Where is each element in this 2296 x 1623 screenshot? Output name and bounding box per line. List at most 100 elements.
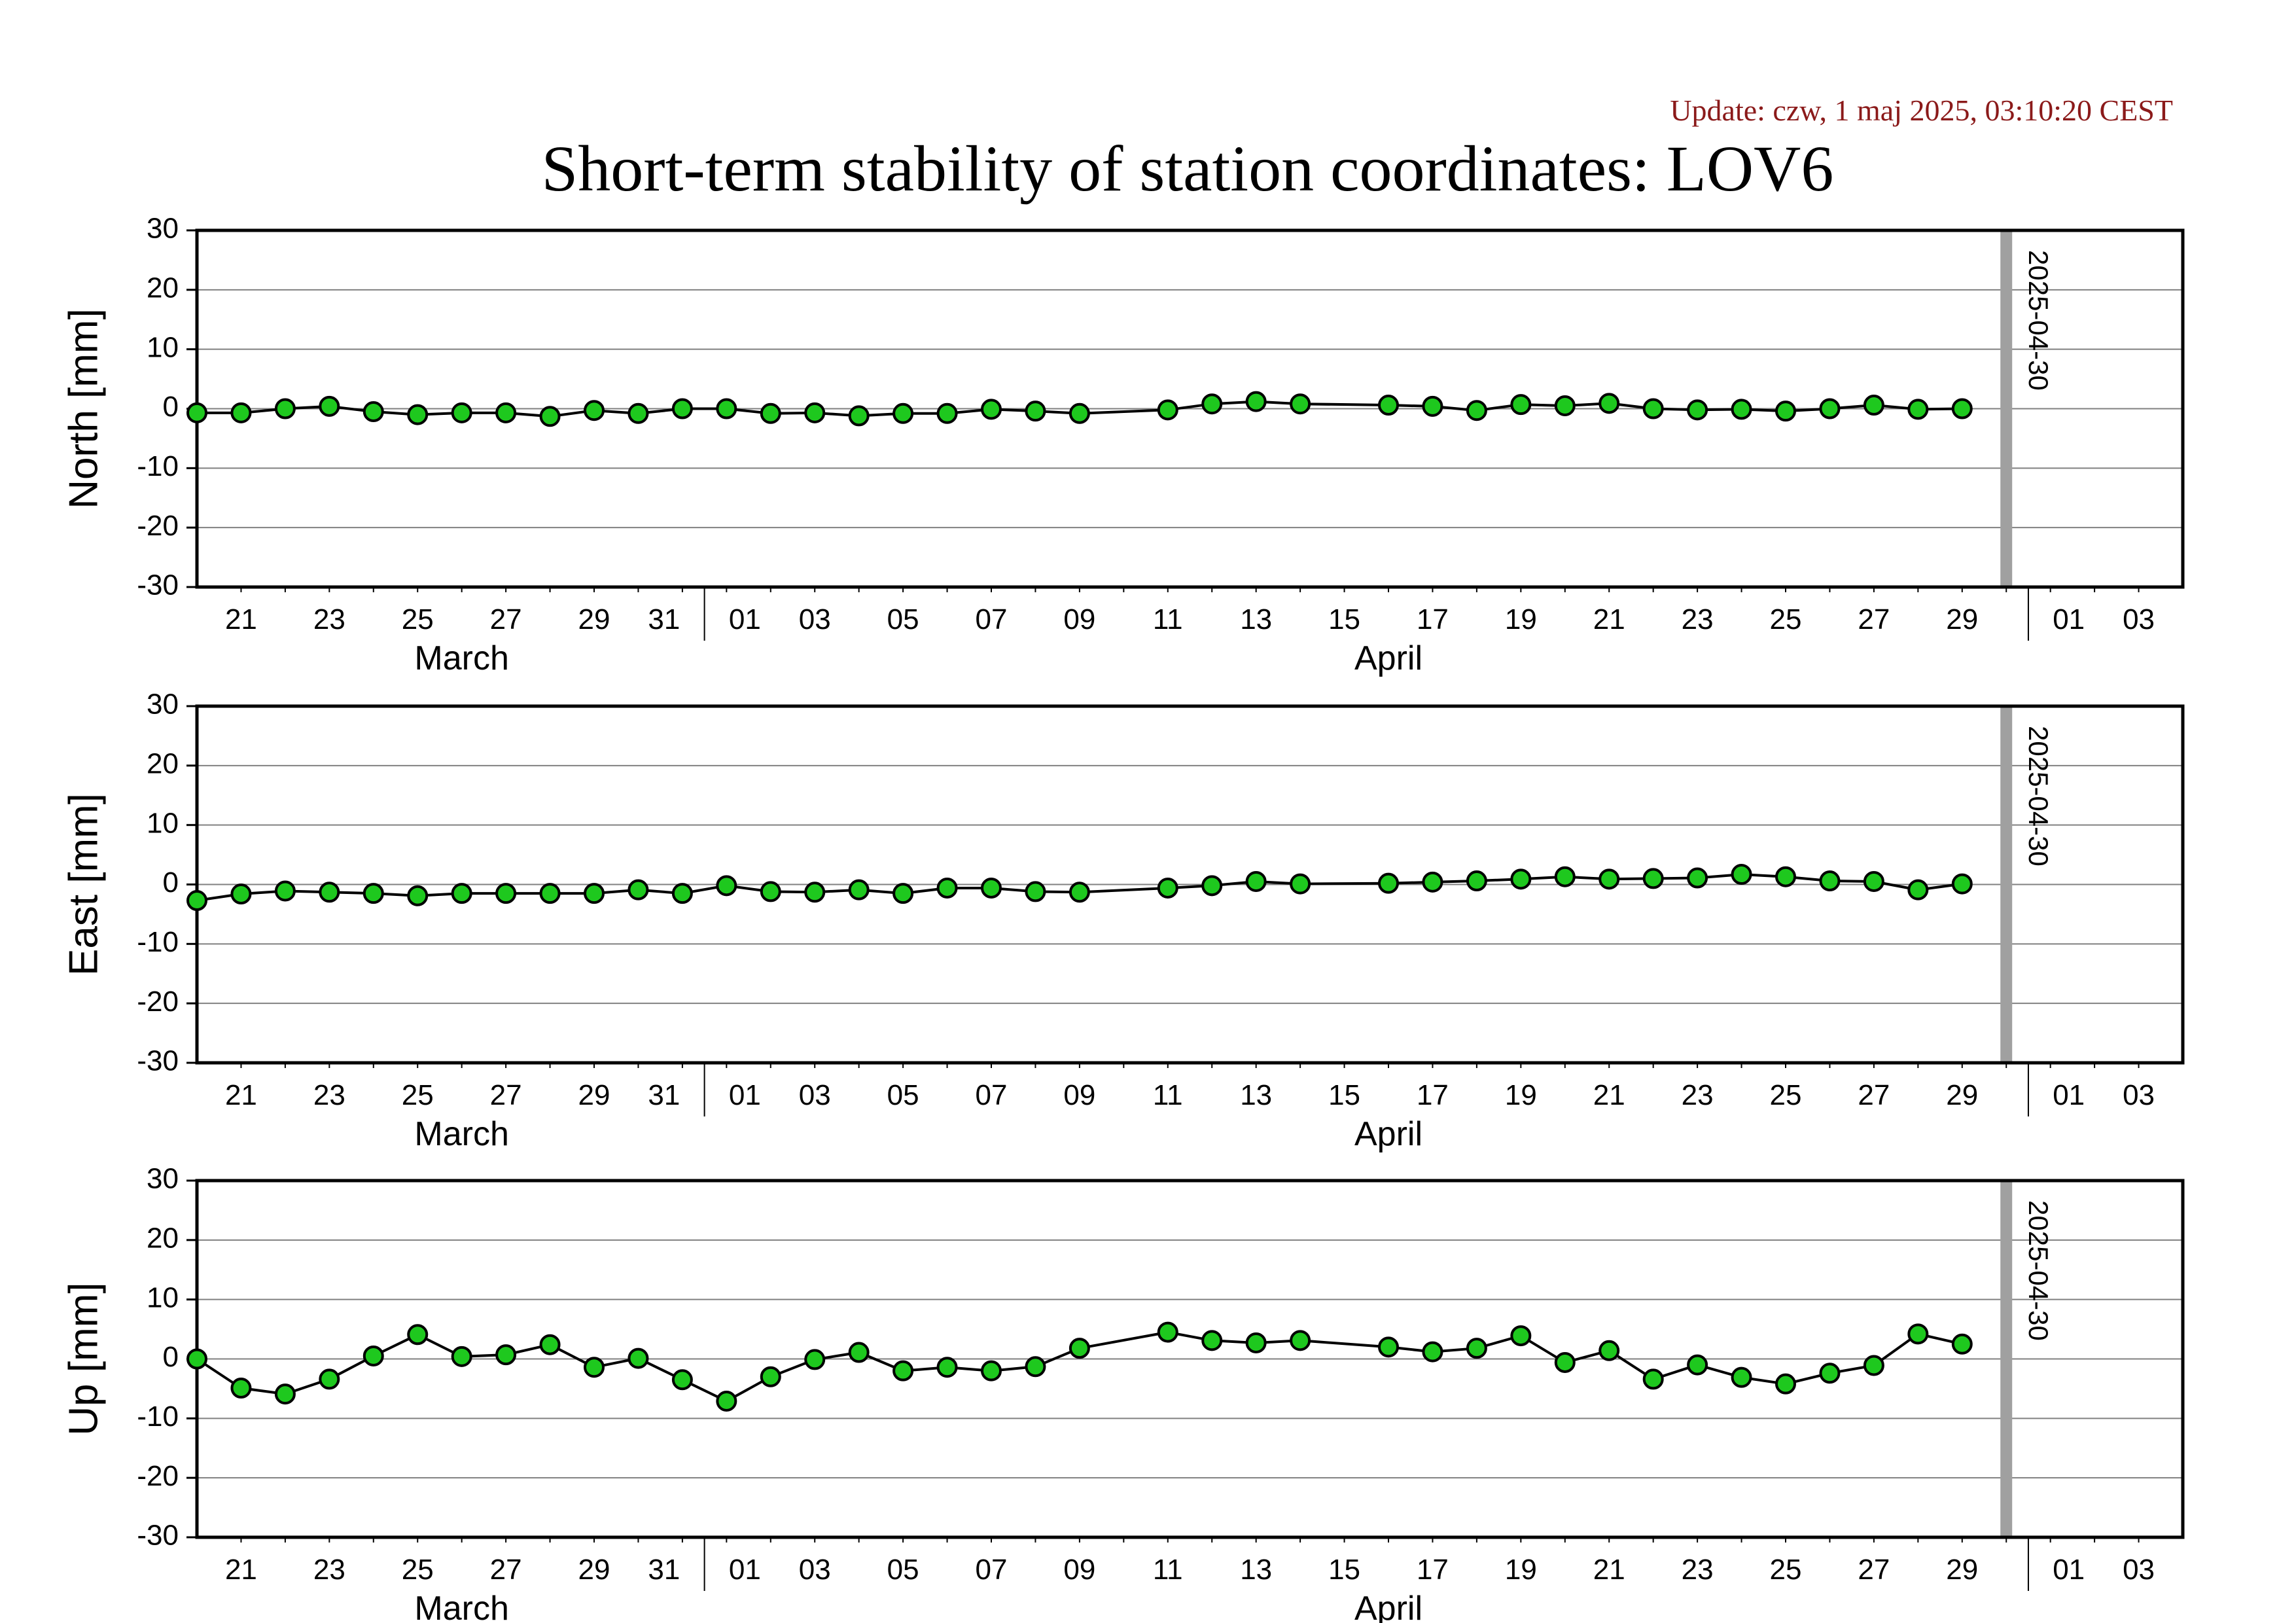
x-tick-label: 25 [402, 1079, 434, 1111]
panel-east: 2025-04-30 30 20 10 0 -10 -20 -30 East [mm] 21 23 2… [61, 688, 2185, 1153]
x-tick-label: 21 [225, 1554, 257, 1586]
x-tick-label: 21 [225, 1079, 257, 1111]
data-point [671, 883, 693, 904]
data-point [1378, 872, 1399, 894]
current-date-label: 2025-04-30 [2023, 250, 2054, 391]
y-tick-label: -20 [137, 1460, 179, 1492]
y-tick-label: 30 [147, 688, 179, 721]
data-point [1069, 1338, 1090, 1359]
data-point [1907, 399, 1929, 420]
x-tick-label: 29 [1946, 603, 1978, 635]
data-point [1510, 394, 1532, 416]
data-point [407, 1324, 429, 1346]
x-tick-label: 01 [729, 1554, 761, 1586]
x-tick-label: 25 [1770, 603, 1802, 635]
x-tick-label: 27 [490, 1079, 522, 1111]
data-point [1290, 393, 1311, 415]
data-point [1687, 399, 1708, 421]
data-point [274, 398, 296, 419]
x-tick-label: 07 [976, 1079, 1008, 1111]
x-tick-label: 03 [799, 603, 831, 635]
y-tick-label: 0 [163, 866, 179, 899]
data-point [451, 883, 472, 904]
data-point [495, 1344, 517, 1366]
data-point [274, 880, 296, 902]
data-point [495, 883, 517, 904]
data-point [760, 881, 781, 902]
data-point [451, 402, 472, 423]
x-tick-label: 21 [1593, 603, 1625, 635]
data-point [230, 402, 252, 423]
x-tick-label: 29 [1946, 1554, 1978, 1586]
data-point [1157, 1321, 1178, 1343]
data-point [495, 402, 517, 423]
x-tick-label: 23 [313, 1079, 345, 1111]
data-point [1025, 1356, 1046, 1378]
x-tick-label: 11 [1153, 603, 1183, 635]
data-point [1951, 1333, 1973, 1355]
y-tick-label: -30 [137, 1045, 179, 1077]
data-point [319, 1368, 340, 1390]
month-label: March [414, 1115, 508, 1153]
x-tick-label: 13 [1240, 1079, 1272, 1111]
x-tick-label: 11 [1153, 1554, 1183, 1586]
data-point [186, 402, 207, 423]
chart-title: Short-term stability of station coordina… [541, 132, 1834, 205]
data-point [362, 1345, 384, 1366]
data-point [539, 406, 561, 427]
month-label: March [414, 639, 508, 677]
data-point [892, 1360, 914, 1382]
x-tick-label: 25 [1770, 1554, 1802, 1586]
current-date-label: 2025-04-30 [2023, 726, 2054, 866]
x-tick-label: 09 [1063, 1554, 1095, 1586]
data-point [1775, 866, 1796, 887]
data-point [716, 398, 737, 419]
x-tick-label: 27 [1858, 603, 1890, 635]
x-tick-label: 29 [578, 1554, 610, 1586]
data-point [1907, 1323, 1929, 1345]
x-tick-label: 01 [2053, 603, 2085, 635]
data-point [1069, 882, 1090, 903]
data-point [1642, 398, 1664, 419]
data-point [1731, 399, 1752, 420]
panel-north: 2025-04-30 30 20 10 0 -10 -20 -30 North [mm] 21 23… [61, 213, 2185, 677]
data-point [804, 882, 826, 903]
x-tick-label: 21 [225, 603, 257, 635]
x-tick-label: 31 [648, 1079, 680, 1111]
data-point [981, 399, 1002, 420]
x-tick-label: 03 [799, 1079, 831, 1111]
data-point [1466, 870, 1487, 892]
data-point [1466, 400, 1487, 421]
current-date-bar [2000, 230, 2013, 587]
data-point [981, 877, 1002, 899]
data-point [362, 401, 384, 423]
month-label: April [1354, 639, 1422, 677]
data-point [1554, 395, 1576, 416]
data-point [1510, 868, 1532, 890]
data-point [627, 879, 649, 901]
update-timestamp: Update: czw, 1 maj 2025, 03:10:20 CEST [1670, 94, 2173, 127]
data-point [804, 402, 826, 423]
x-tick-label: 29 [578, 603, 610, 635]
data-point [230, 1378, 252, 1399]
data-point [1201, 875, 1223, 897]
x-tick-label: 27 [490, 1554, 522, 1586]
data-point [1245, 870, 1267, 892]
y-tick-label: -30 [137, 569, 179, 601]
data-point [451, 1346, 472, 1367]
current-date-bar [2000, 706, 2013, 1063]
x-tick-label: 03 [799, 1554, 831, 1586]
data-point [1245, 391, 1267, 412]
x-tick-label: 07 [976, 603, 1008, 635]
data-point [1290, 873, 1311, 895]
y-tick-label: 0 [163, 1341, 179, 1373]
data-point [1863, 395, 1884, 416]
x-tick-label: 07 [976, 1554, 1008, 1586]
data-point [627, 402, 649, 424]
data-point [848, 879, 870, 901]
data-point [1687, 867, 1708, 889]
x-tick-label: 19 [1505, 1554, 1537, 1586]
data-point [892, 402, 914, 424]
data-point [407, 404, 429, 425]
